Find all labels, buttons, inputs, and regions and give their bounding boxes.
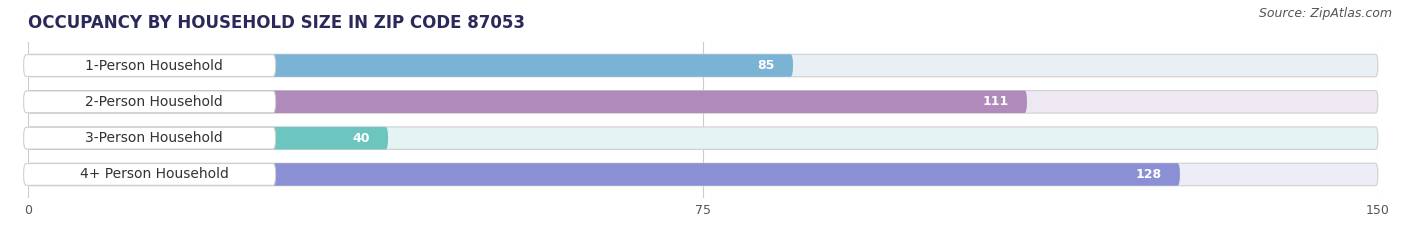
FancyBboxPatch shape <box>24 127 276 149</box>
Text: 1-Person Household: 1-Person Household <box>86 58 224 72</box>
FancyBboxPatch shape <box>28 91 1026 113</box>
FancyBboxPatch shape <box>28 54 793 77</box>
FancyBboxPatch shape <box>24 55 276 76</box>
FancyBboxPatch shape <box>24 164 276 185</box>
Text: 3-Person Household: 3-Person Household <box>86 131 224 145</box>
FancyBboxPatch shape <box>24 91 276 113</box>
Text: Source: ZipAtlas.com: Source: ZipAtlas.com <box>1258 7 1392 20</box>
Text: 4+ Person Household: 4+ Person Household <box>80 168 229 182</box>
FancyBboxPatch shape <box>28 163 1378 186</box>
Text: 85: 85 <box>758 59 775 72</box>
FancyBboxPatch shape <box>28 163 1180 186</box>
FancyBboxPatch shape <box>28 127 388 149</box>
FancyBboxPatch shape <box>28 127 1378 149</box>
Text: 40: 40 <box>353 132 370 145</box>
Text: 2-Person Household: 2-Person Household <box>86 95 224 109</box>
Text: OCCUPANCY BY HOUSEHOLD SIZE IN ZIP CODE 87053: OCCUPANCY BY HOUSEHOLD SIZE IN ZIP CODE … <box>28 14 524 32</box>
Text: 128: 128 <box>1136 168 1161 181</box>
Text: 111: 111 <box>983 95 1010 108</box>
FancyBboxPatch shape <box>28 54 1378 77</box>
FancyBboxPatch shape <box>28 91 1378 113</box>
